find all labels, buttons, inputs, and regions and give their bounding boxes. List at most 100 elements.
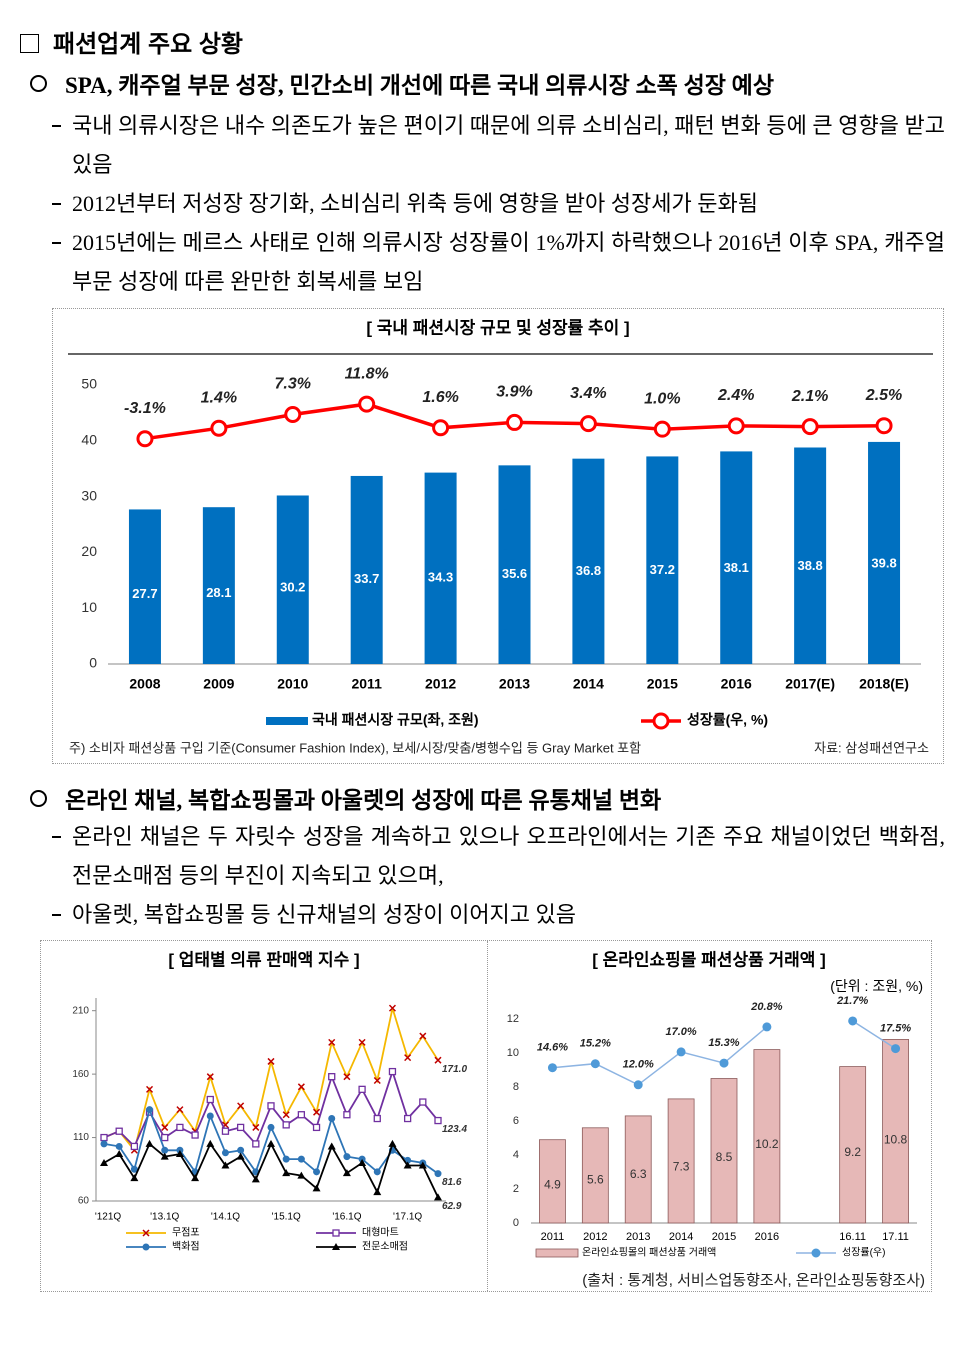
line-value-label: 14.6% xyxy=(537,1042,568,1054)
bar-value-label: 38.1 xyxy=(724,560,749,575)
chart-title: [ 국내 패션시장 규모 및 성장률 추이 ] xyxy=(366,318,629,337)
item: 2015년에는 메르스 사태로 인해 의류시장 성장률이 1%까지 하락했으나 … xyxy=(52,223,945,301)
marker xyxy=(434,1056,442,1064)
marker xyxy=(328,1038,336,1046)
end-label: 123.4 xyxy=(442,1124,467,1135)
marker xyxy=(175,1150,184,1158)
bar-value-label: 37.2 xyxy=(650,562,675,577)
marker xyxy=(432,419,450,437)
legend-label: 성장률(우) xyxy=(842,1247,885,1259)
marker xyxy=(328,1073,336,1081)
legend-label: 전문소매점 xyxy=(362,1241,408,1253)
marker xyxy=(267,1102,275,1110)
y-tick-label: 0 xyxy=(89,655,97,671)
chart-frame: [ 국내 패션시장 규모 및 성장률 추이 ] 0 10 20 30 40 50 2008 20… xyxy=(52,308,944,764)
marker xyxy=(358,1158,367,1166)
item: 국내 의류시장은 내수 의존도가 높은 편이기 때문에 의류 소비심리, 패턴 … xyxy=(52,106,945,184)
marker xyxy=(579,415,597,433)
marker xyxy=(145,1139,154,1147)
x-tick-label: '14.1Q xyxy=(211,1212,240,1223)
marker xyxy=(160,1152,169,1160)
marker xyxy=(267,1139,275,1147)
x-tick-label: 2013 xyxy=(626,1231,650,1243)
y-tick-label: 12 xyxy=(507,1013,519,1025)
line-value-label: 11.8% xyxy=(345,365,389,382)
marker xyxy=(191,1174,200,1182)
item: 아울렛, 복합쇼핑몰 등 신규채널의 성장이 이어지고 있음 xyxy=(52,895,945,934)
bar xyxy=(276,495,309,664)
bullet: 온라인 채널, 복합쇼핑몰과 아울렛의 성장에 따른 유통채널 변화 xyxy=(30,781,661,815)
x-tick-label: '121Q xyxy=(95,1212,122,1223)
marker xyxy=(236,1152,245,1160)
marker xyxy=(221,1127,230,1135)
bar-value-label: 35.6 xyxy=(502,566,527,581)
bar xyxy=(202,507,235,664)
marker xyxy=(434,1116,442,1125)
bar-value-label: 36.8 xyxy=(576,563,601,578)
y-tick-label: 8 xyxy=(513,1081,519,1093)
bar xyxy=(646,456,679,664)
marker xyxy=(762,1022,772,1032)
line-value-label: 1.4% xyxy=(201,389,237,406)
marker xyxy=(282,1121,290,1129)
marker xyxy=(282,1169,291,1177)
divider xyxy=(487,941,488,1291)
line-value-label: 1.0% xyxy=(644,390,680,407)
marker xyxy=(142,1229,150,1237)
marker xyxy=(343,1073,351,1081)
end-label: 81.6 xyxy=(442,1177,462,1188)
marker xyxy=(404,1054,412,1062)
marker xyxy=(403,1114,412,1123)
bar xyxy=(424,472,457,664)
marker xyxy=(676,1047,686,1057)
bar xyxy=(128,509,161,664)
bar xyxy=(581,1127,609,1224)
marker xyxy=(282,1111,290,1119)
bar-value-label: 38.8 xyxy=(797,558,822,573)
marker xyxy=(267,1123,275,1131)
bar-value-label: 6.3 xyxy=(630,1167,647,1181)
bar xyxy=(572,458,605,664)
marker xyxy=(100,1158,108,1166)
x-tick-label: '16.1Q xyxy=(332,1212,361,1223)
bar xyxy=(794,447,827,664)
marker xyxy=(358,1038,366,1046)
marker xyxy=(388,1067,397,1076)
marker xyxy=(100,1140,108,1148)
marker xyxy=(403,1161,412,1169)
x-tick-label: 2016 xyxy=(721,676,752,692)
marker xyxy=(343,1153,351,1161)
bullet-title: 온라인 채널, 복합쇼핑몰과 아울렛의 성장에 따른 유통채널 변화 xyxy=(65,788,662,813)
line-value-label: 15.2% xyxy=(580,1038,611,1050)
x-tick-label: 17.11 xyxy=(882,1231,909,1243)
bar-value-label: 39.8 xyxy=(871,555,896,570)
marker xyxy=(282,1155,290,1163)
y-tick-label: 10 xyxy=(507,1047,519,1059)
bar-value-label: 8.5 xyxy=(716,1150,733,1164)
marker xyxy=(727,417,745,435)
line xyxy=(552,1020,897,1086)
marker xyxy=(161,1146,169,1154)
marker xyxy=(251,1175,260,1183)
marker xyxy=(652,712,670,730)
bar-value-label: 9.2 xyxy=(844,1145,861,1159)
marker xyxy=(373,1168,381,1176)
x-tick-label: 2011 xyxy=(351,676,382,692)
y-tick-label: 110 xyxy=(73,1132,89,1143)
chart: [ 국내 패션시장 규모 및 성장률 추이 ] 0 10 20 30 40 50 2008 20… xyxy=(68,318,933,755)
marker xyxy=(419,1032,427,1040)
y-tick-label: 6 xyxy=(513,1115,519,1127)
marker xyxy=(506,413,523,431)
x-tick-label: 2018(E) xyxy=(859,676,909,692)
marker xyxy=(115,1150,124,1158)
note: 주) 소비자 패션상품 구입 기준(Consumer Fashion Index… xyxy=(69,740,641,755)
legend-label: 대형마트 xyxy=(362,1227,399,1239)
marker xyxy=(633,1080,643,1090)
y-tick-label: 0 xyxy=(513,1217,519,1229)
legend-label: 온라인쇼핑몰의 패션상품 거래액 xyxy=(582,1247,716,1259)
bullet-items: 국내 의류시장은 내수 의존도가 높은 편이기 때문에 의류 소비심리, 패턴 … xyxy=(52,106,945,301)
y-tick-label: 60 xyxy=(78,1196,90,1207)
y-tick-label: 10 xyxy=(81,599,97,615)
item: 온라인 채널은 두 자릿수 성장을 계속하고 있으나 오프라인에서는 기존 주요… xyxy=(52,817,945,895)
marker xyxy=(719,1058,729,1068)
